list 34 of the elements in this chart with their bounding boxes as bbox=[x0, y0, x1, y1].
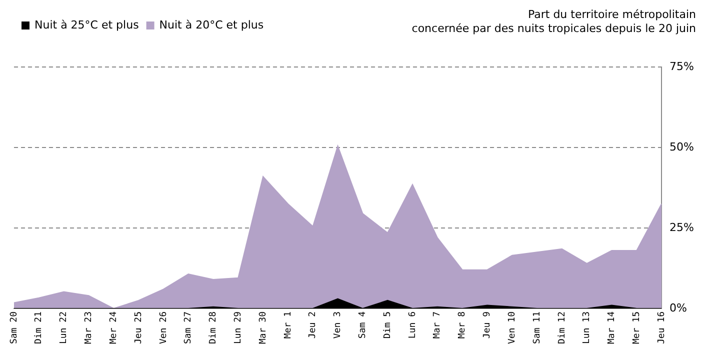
x-tick-label: Mer 8 bbox=[458, 311, 468, 339]
chart-title: Part du territoire métropolitain concernée par des nuits tropicales depuis le 20 juin bbox=[412, 8, 696, 36]
x-tick-label: Sam 4 bbox=[358, 311, 368, 339]
x-tick-label: Lun 6 bbox=[408, 311, 418, 339]
x-tick-label: Jeu 25 bbox=[134, 311, 144, 344]
y-tick-label: 25% bbox=[670, 220, 694, 234]
x-tick-label: Mer 24 bbox=[108, 311, 119, 344]
x-tick-label: Mer 15 bbox=[632, 311, 642, 344]
x-tick-label: Jeu 2 bbox=[308, 311, 318, 339]
x-tick-label: Sam 11 bbox=[532, 311, 542, 344]
x-tick-label: Ven 10 bbox=[507, 311, 518, 344]
x-tick-label: Mer 1 bbox=[283, 311, 294, 339]
legend-label: Nuit à 20°C et plus bbox=[159, 18, 264, 32]
x-tick-label: Lun 29 bbox=[233, 311, 244, 344]
x-tick-label: Dim 21 bbox=[34, 311, 44, 344]
x-tick-label: Dim 28 bbox=[208, 311, 219, 344]
x-tick-label: Mar 23 bbox=[84, 311, 94, 344]
x-tick-label: Jeu 16 bbox=[656, 311, 667, 344]
x-tick-label: Ven 3 bbox=[333, 311, 344, 339]
y-tick-label: 50% bbox=[670, 140, 694, 154]
x-tick-label: Mar 30 bbox=[258, 311, 268, 344]
x-tick-label: Dim 12 bbox=[557, 311, 568, 344]
y-tick-label: 0% bbox=[670, 301, 688, 314]
x-tick-label: Dim 5 bbox=[382, 311, 393, 339]
x-tick-label: Mar 14 bbox=[607, 311, 618, 344]
legend-label: Nuit à 25°C et plus bbox=[34, 18, 140, 32]
x-tick-label: Jeu 9 bbox=[482, 311, 493, 339]
x-tick-label: Mar 7 bbox=[432, 311, 443, 339]
x-tick-label: Ven 26 bbox=[158, 311, 169, 344]
x-tick-label: Lun 22 bbox=[59, 311, 70, 344]
x-tick-label: Sam 20 bbox=[9, 311, 20, 344]
x-tick-label: Lun 13 bbox=[582, 311, 592, 344]
x-tick-label: Sam 27 bbox=[184, 311, 194, 344]
y-tick-label: 75% bbox=[670, 60, 694, 73]
